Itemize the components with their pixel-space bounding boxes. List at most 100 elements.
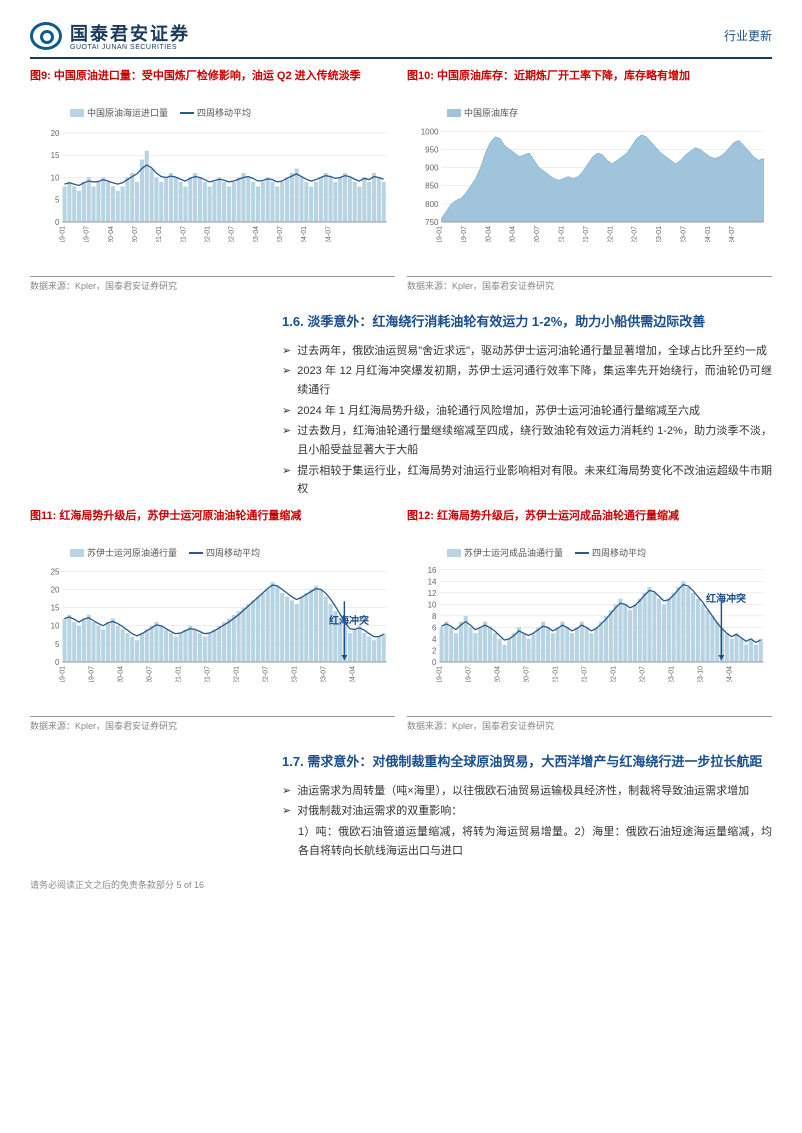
fig9-legend: 中国原油海运进口量 四周移动平均 [30, 103, 395, 122]
svg-text:20-04: 20-04 [117, 666, 124, 682]
svg-text:2019-07: 2019-07 [461, 226, 468, 242]
svg-text:2024-01: 2024-01 [705, 226, 712, 242]
fig10-title: 中国原油库存：近期炼厂开工率下降，库存略有增加 [437, 70, 690, 82]
svg-text:21-01: 21-01 [552, 666, 559, 682]
svg-text:21-07: 21-07 [582, 666, 589, 682]
fig10-plot: 750 800 850 900 950 1000 2019-01 2019-07 2020-04… [407, 122, 772, 242]
svg-text:19-01: 19-01 [436, 666, 443, 682]
figure-11: 图11: 红海局势升级后，苏伊士运河原油油轮通行量缩减 苏伊士运河原油通行量 四… [30, 509, 395, 744]
svg-text:20-07: 20-07 [523, 666, 530, 682]
svg-text:20: 20 [51, 585, 60, 594]
bullet-item: ➢2023 年 12 月红海冲突爆发初期，苏伊士运河通行效率下降，集运率先开始绕… [282, 362, 772, 399]
svg-text:19-07: 19-07 [84, 226, 91, 242]
section-1-7-heading: 1.7. 需求意外：对俄制裁重构全球原油贸易，大西洋增产与红海绕行进一步拉长航距 [30, 752, 772, 772]
page-footer: 请务必阅读正文之后的免责条款部分 5 of 16 [30, 878, 772, 891]
fig10-legend: 中国原油库存 [407, 103, 772, 122]
page-header: 国泰君安证券 GUOTAI JUNAN SECURITIES 行业更新 [30, 20, 772, 59]
fig12-annotation: 红海冲突 [706, 594, 746, 606]
company-name-en: GUOTAI JUNAN SECURITIES [70, 44, 190, 51]
fig10-source: 数据来源：Kpler，国泰君安证券研究 [407, 279, 772, 292]
fig9-title: 中国原油进口量：受中国炼厂检修影响，油运 Q2 进入传统淡季 [54, 70, 361, 82]
svg-text:15: 15 [51, 604, 60, 613]
fig9-legend-line: 四周移动平均 [197, 106, 251, 119]
fig11-source: 数据来源：Kpler，国泰君安证券研究 [30, 719, 395, 732]
figure-9: 图9: 中国原油进口量：受中国炼厂检修影响，油运 Q2 进入传统淡季 中国原油海… [30, 69, 395, 304]
svg-text:20-04: 20-04 [108, 226, 115, 242]
fig9-source: 数据来源：Kpler，国泰君安证券研究 [30, 279, 395, 292]
svg-text:2021-01: 2021-01 [558, 226, 565, 242]
svg-text:22-01: 22-01 [205, 226, 212, 242]
svg-text:14: 14 [428, 577, 437, 586]
fig11-prefix: 图11: [30, 510, 56, 522]
svg-text:22-01: 22-01 [234, 666, 241, 682]
svg-text:6: 6 [432, 623, 437, 632]
svg-text:2024-07: 2024-07 [729, 226, 736, 242]
svg-text:15: 15 [51, 151, 60, 160]
svg-text:2019-01: 2019-01 [437, 226, 444, 242]
svg-text:2021-07: 2021-07 [583, 226, 590, 242]
svg-text:19-01: 19-01 [59, 226, 66, 242]
company-name-cn: 国泰君安证券 [70, 20, 190, 46]
bullet-item: ➢过去两年，俄欧油运贸易"舍近求远"，驱动苏伊士运河油轮通行量显著增加，全球占比… [282, 342, 772, 361]
svg-text:24-04: 24-04 [350, 666, 357, 682]
svg-text:23-07: 23-07 [277, 226, 284, 242]
svg-text:2023-07: 2023-07 [680, 226, 687, 242]
svg-text:22-01: 22-01 [611, 666, 618, 682]
svg-text:22-07: 22-07 [229, 226, 236, 242]
svg-text:2020-07: 2020-07 [534, 226, 541, 242]
figure-10: 图10: 中国原油库存：近期炼厂开工率下降，库存略有增加 中国原油库存 7508… [407, 69, 772, 304]
fig12-legend-bar: 苏伊士运河成品油通行量 [464, 546, 563, 559]
fig10-legend-area: 中国原油库存 [464, 106, 518, 119]
fig11-legend-bar: 苏伊士运河原油通行量 [87, 546, 177, 559]
svg-text:850: 850 [425, 182, 439, 191]
svg-text:16: 16 [428, 566, 437, 575]
fig12-title: 红海局势升级后，苏伊士运河成品油轮通行量缩减 [437, 510, 679, 522]
svg-text:750: 750 [425, 218, 439, 227]
fig11-title: 红海局势升级后，苏伊士运河原油油轮通行量缩减 [59, 510, 301, 522]
svg-text:2: 2 [432, 646, 437, 655]
fig11-legend: 苏伊士运河原油通行量 四周移动平均 [30, 543, 395, 562]
svg-text:21-07: 21-07 [180, 226, 187, 242]
svg-text:20-07: 20-07 [146, 666, 153, 682]
doc-type: 行业更新 [724, 27, 772, 44]
section-1-7-bullets: ➢油运需求为周转量（吨×海里），以往俄欧石油贸易运输极具经济性，制裁将导致油运需… [30, 782, 772, 821]
svg-text:24-07: 24-07 [325, 226, 332, 242]
fig11-legend-line: 四周移动平均 [206, 546, 260, 559]
svg-text:1000: 1000 [421, 127, 439, 136]
svg-text:21-07: 21-07 [205, 666, 212, 682]
bullet-item: ➢提示相较于集运行业，红海局势对油运行业影响相对有限。未来红海局势变化不改油运超… [282, 462, 772, 499]
svg-text:5: 5 [55, 196, 60, 205]
fig12-prefix: 图12: [407, 510, 434, 522]
svg-text:8: 8 [432, 612, 437, 621]
svg-text:22-07: 22-07 [263, 666, 270, 682]
svg-text:2023-01: 2023-01 [656, 226, 663, 242]
svg-text:23-04: 23-04 [253, 226, 260, 242]
section-1-6-bullets: ➢过去两年，俄欧油运贸易"舍近求远"，驱动苏伊士运河油轮通行量显著增加，全球占比… [30, 342, 772, 500]
fig12-legend: 苏伊士运河成品油通行量 四周移动平均 [407, 543, 772, 562]
svg-text:25: 25 [51, 567, 60, 576]
logo-text: 国泰君安证券 GUOTAI JUNAN SECURITIES [70, 20, 190, 51]
bullet-item: ➢过去数月，红海油轮通行量继续缩减至四成，绕行致油轮有效运力消耗约 1-2%，助… [282, 422, 772, 459]
svg-text:23-10: 23-10 [698, 666, 705, 682]
bullet-item: ➢对俄制裁对油运需求的双重影响： [282, 802, 772, 821]
svg-text:19-01: 19-01 [59, 666, 66, 682]
svg-text:950: 950 [425, 145, 439, 154]
svg-text:2022-01: 2022-01 [607, 226, 614, 242]
svg-text:10: 10 [428, 600, 437, 609]
company-logo-icon [30, 22, 62, 50]
svg-text:800: 800 [425, 200, 439, 209]
svg-text:21-01: 21-01 [175, 666, 182, 682]
svg-text:23-07: 23-07 [321, 666, 328, 682]
svg-text:20: 20 [51, 129, 60, 138]
fig12-plot: 024681012141619-0119-0720-0420-0721-0121… [407, 562, 772, 682]
svg-text:12: 12 [428, 589, 437, 598]
fig9-prefix: 图9: [30, 70, 51, 82]
svg-text:2020-04: 2020-04 [485, 226, 492, 242]
svg-text:900: 900 [425, 164, 439, 173]
svg-text:2020-04: 2020-04 [510, 226, 517, 242]
svg-text:5: 5 [55, 640, 60, 649]
bullet-item: ➢2024 年 1 月红海局势升级，油轮通行风险增加，苏伊士运河油轮通行量缩减至… [282, 402, 772, 421]
svg-text:19-07: 19-07 [465, 666, 472, 682]
bullet-item: ➢油运需求为周转量（吨×海里），以往俄欧石油贸易运输极具经济性，制裁将导致油运需… [282, 782, 772, 801]
fig9-plot: 0510152019-0119-0720-0420-0721-0121-0722… [30, 122, 395, 242]
